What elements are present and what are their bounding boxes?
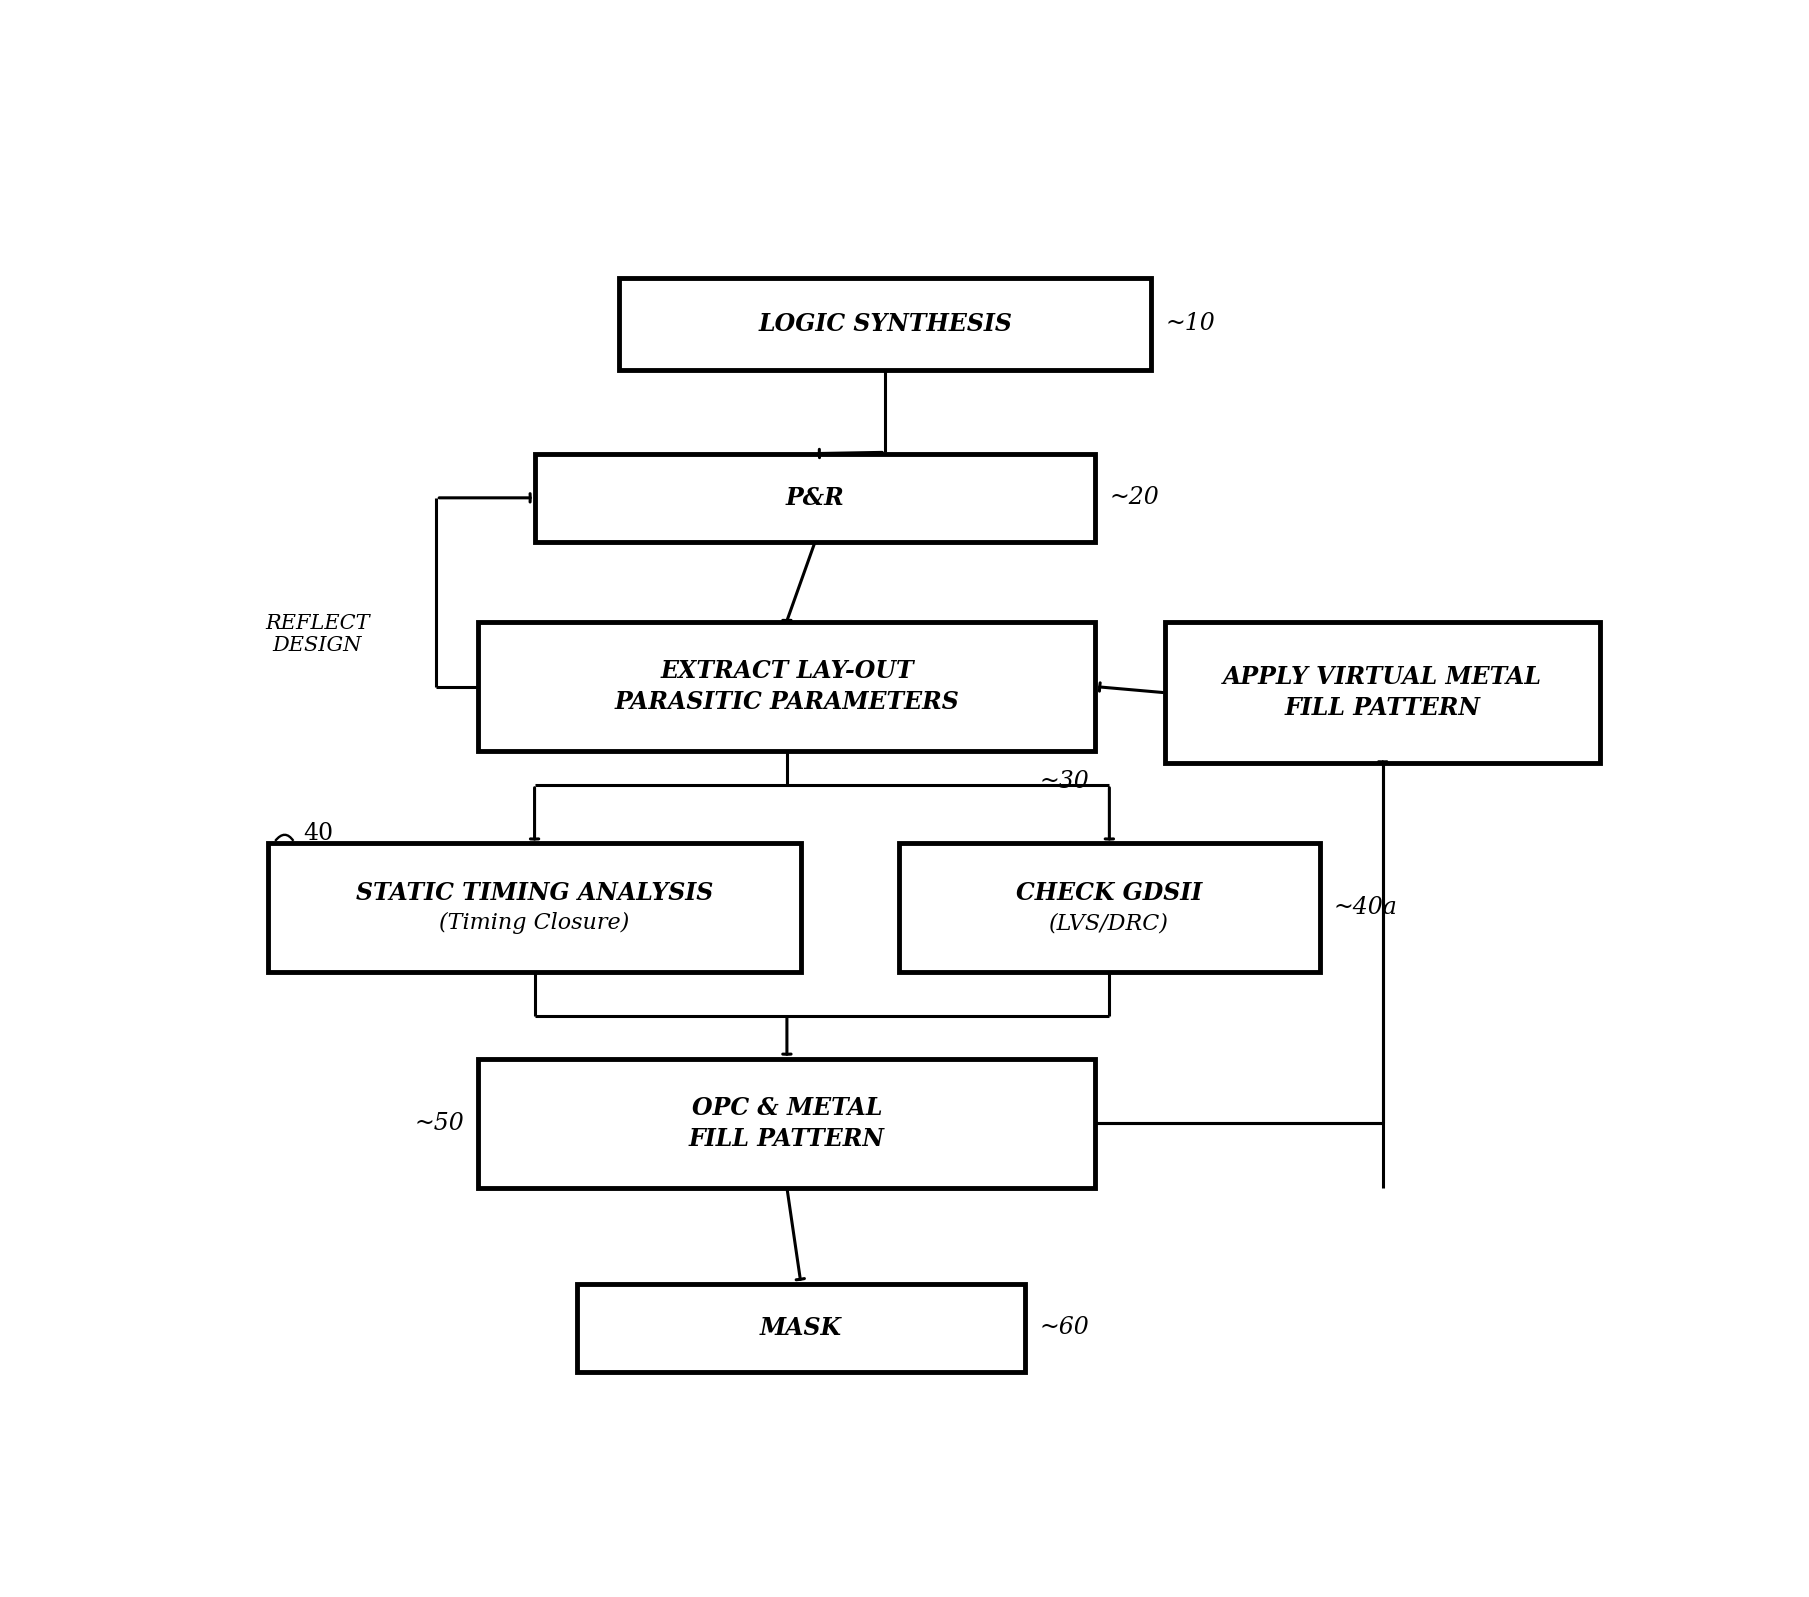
Text: STATIC TIMING ANALYSIS: STATIC TIMING ANALYSIS <box>356 880 713 904</box>
Text: CHECK GDSII: CHECK GDSII <box>1017 880 1203 904</box>
Text: MASK: MASK <box>760 1316 841 1340</box>
Bar <box>899 843 1321 973</box>
Text: (LVS/DRC): (LVS/DRC) <box>1049 912 1169 934</box>
Text: ~50: ~50 <box>414 1112 465 1134</box>
Bar <box>535 454 1096 541</box>
Text: ~10: ~10 <box>1165 313 1216 335</box>
Text: OPC & METAL: OPC & METAL <box>691 1096 883 1119</box>
Text: ~30: ~30 <box>1038 770 1089 794</box>
Text: EXTRACT LAY-OUT: EXTRACT LAY-OUT <box>660 660 914 684</box>
Text: APPLY VIRTUAL METAL: APPLY VIRTUAL METAL <box>1223 666 1543 690</box>
Text: (Timing Closure): (Timing Closure) <box>440 912 630 934</box>
Text: LOGIC SYNTHESIS: LOGIC SYNTHESIS <box>758 311 1011 335</box>
Text: FILL PATTERN: FILL PATTERN <box>689 1126 885 1150</box>
Text: ~60: ~60 <box>1038 1316 1089 1340</box>
Bar <box>478 1059 1096 1188</box>
Bar <box>1165 623 1599 763</box>
Bar <box>478 623 1096 751</box>
Bar <box>577 1284 1026 1372</box>
Text: FILL PATTERN: FILL PATTERN <box>1284 696 1482 720</box>
Text: REFLECT
DESIGN: REFLECT DESIGN <box>264 613 369 655</box>
Bar <box>619 278 1152 371</box>
Text: ~40a: ~40a <box>1333 896 1398 920</box>
Text: P&R: P&R <box>785 485 845 509</box>
Text: PARASITIC PARAMETERS: PARASITIC PARAMETERS <box>615 690 959 714</box>
Bar <box>268 843 801 973</box>
Text: 40: 40 <box>304 822 333 845</box>
Text: ~20: ~20 <box>1109 487 1160 509</box>
